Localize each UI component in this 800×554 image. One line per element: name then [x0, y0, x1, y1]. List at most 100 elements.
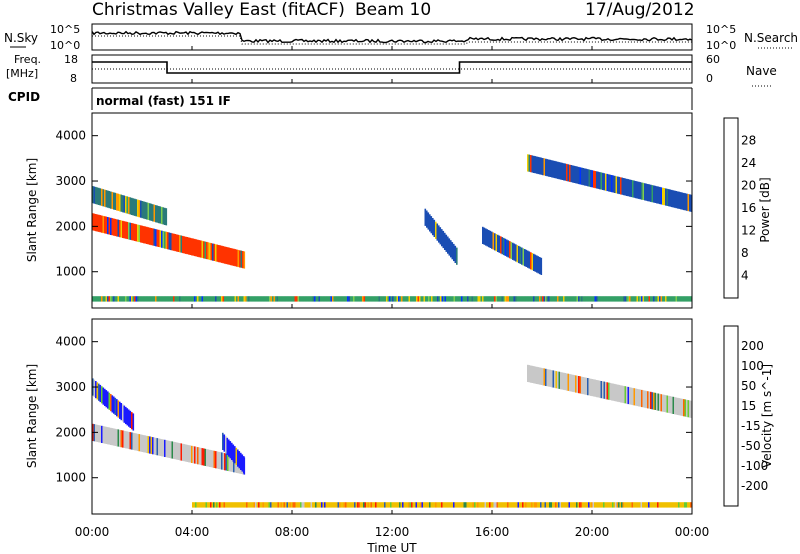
velocity-y-ticks: 1000 2000 3000 4000 — [55, 335, 692, 485]
heatmap-cell — [402, 296, 405, 302]
heatmap-cell — [247, 502, 250, 508]
heatmap-cell — [129, 432, 132, 450]
power-panel-frame — [91, 112, 693, 309]
heatmap-cell — [129, 222, 132, 240]
heatmap-cell — [189, 296, 192, 302]
heatmap-cell — [507, 240, 510, 258]
heatmap-cell — [581, 167, 583, 185]
heatmap-cell — [626, 386, 628, 404]
heatmap-cell — [436, 502, 439, 508]
heatmap-cell — [234, 249, 237, 267]
heatmap-cell — [672, 502, 674, 508]
heatmap-cell — [195, 296, 198, 302]
heatmap-cell — [377, 296, 379, 302]
heatmap-cell — [503, 296, 505, 302]
heatmap-cell — [209, 449, 211, 467]
heatmap-cell — [419, 296, 421, 302]
heatmap-cell — [234, 502, 236, 508]
heatmap-cell — [300, 502, 302, 508]
heatmap-cell — [296, 296, 298, 302]
heatmap-cell — [500, 296, 502, 302]
heatmap-cell — [683, 399, 685, 417]
heatmap-cell — [212, 243, 214, 261]
heatmap-cell — [275, 296, 277, 302]
heatmap-cell — [467, 296, 469, 302]
heatmap-cell — [384, 502, 386, 508]
heatmap-cell — [255, 502, 257, 508]
heatmap-cell — [215, 451, 217, 469]
heatmap-cell — [427, 212, 430, 230]
heatmap-cell — [582, 377, 585, 395]
heatmap-cell — [267, 502, 269, 508]
heatmap-cell — [222, 452, 225, 470]
heatmap-cell — [137, 224, 139, 242]
heatmap-cell — [641, 182, 643, 200]
heatmap-cell — [143, 435, 145, 453]
heatmap-cell — [345, 502, 347, 508]
heatmap-cell — [465, 296, 468, 302]
heatmap-cell — [92, 213, 94, 231]
heatmap-cell — [544, 502, 547, 508]
heatmap-cell — [95, 186, 97, 205]
heatmap-cell — [678, 502, 680, 508]
heatmap-cell — [647, 296, 649, 302]
heatmap-cell — [546, 502, 548, 508]
heatmap-cell — [123, 221, 126, 239]
heatmap-cell — [433, 502, 436, 508]
heatmap-cell — [441, 502, 443, 508]
heatmap-cell — [654, 296, 657, 302]
heatmap-cell — [623, 385, 625, 404]
heatmap-cell — [270, 296, 273, 302]
heatmap-cell — [654, 185, 657, 203]
heatmap-cell — [634, 502, 637, 508]
heatmap-cell — [555, 296, 558, 302]
heatmap-cell — [292, 502, 295, 508]
heatmap-cell — [113, 218, 115, 236]
heatmap-cell — [155, 437, 157, 455]
heatmap-cell — [597, 171, 600, 189]
heatmap-cell — [279, 296, 282, 302]
heatmap-cell — [161, 439, 163, 457]
heatmap-cell — [660, 187, 663, 205]
heatmap-cell — [404, 296, 406, 302]
heatmap-cell — [557, 296, 559, 302]
heatmap-cell — [387, 296, 390, 302]
heatmap-cell — [570, 502, 572, 508]
heatmap-cell — [229, 441, 232, 459]
heatmap-cell — [236, 296, 238, 302]
heatmap-cell — [644, 183, 646, 201]
heatmap-cell — [207, 242, 210, 260]
heatmap-cell — [630, 179, 633, 198]
heatmap-cell — [147, 436, 150, 454]
heatmap-cell — [294, 296, 297, 302]
heatmap-cell — [609, 296, 612, 302]
heatmap-cell — [519, 246, 522, 264]
heatmap-cell — [657, 393, 660, 411]
heatmap-cell — [578, 296, 580, 302]
heatmap-cell — [250, 502, 253, 508]
heatmap-cell — [533, 296, 535, 302]
heatmap-cell — [134, 433, 136, 451]
heatmap-cell — [147, 202, 150, 220]
heatmap-cell — [362, 296, 364, 302]
heatmap-cell — [102, 426, 105, 444]
heatmap-cell — [123, 195, 126, 213]
heatmap-cell — [681, 192, 684, 210]
heatmap-cell — [594, 296, 597, 302]
heatmap-cell — [225, 436, 227, 454]
heatmap-cell — [588, 296, 591, 302]
heatmap-cell — [570, 374, 573, 392]
heatmap-cell — [232, 444, 235, 462]
heatmap-cell — [495, 296, 498, 302]
heatmap-cell — [317, 296, 319, 302]
heatmap-cell — [531, 296, 534, 302]
heatmap-cell — [102, 387, 105, 405]
heatmap-cell — [210, 243, 213, 261]
heatmap-cell — [101, 425, 103, 443]
heatmap-cell — [150, 296, 153, 302]
noise-right-tick-top: 10^5 — [706, 23, 736, 36]
heatmap-cell — [403, 502, 406, 508]
heatmap-cell — [168, 296, 171, 302]
heatmap-cell — [543, 368, 546, 386]
heatmap-cell — [567, 164, 570, 182]
